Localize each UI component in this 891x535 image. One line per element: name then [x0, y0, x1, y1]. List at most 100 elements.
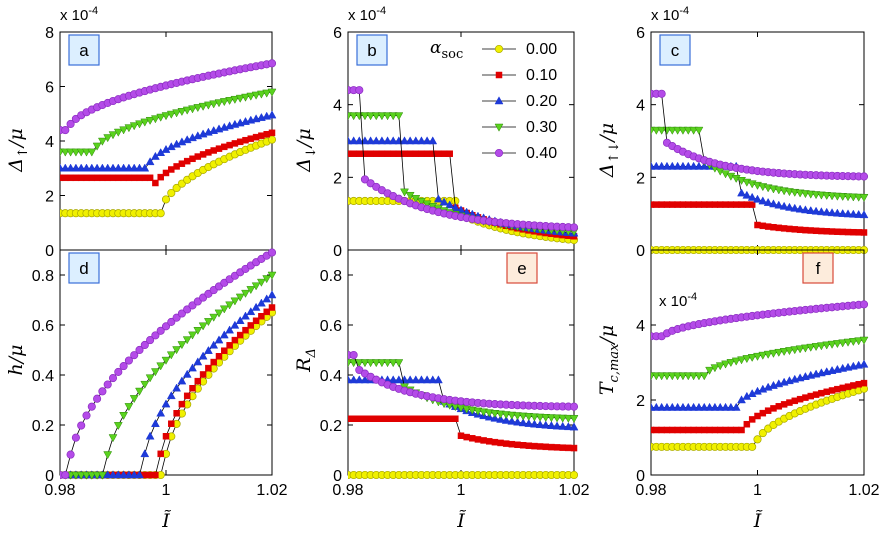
data-point: [262, 89, 272, 98]
data-point: [151, 331, 160, 340]
data-point: [267, 290, 277, 299]
data-point: [161, 399, 171, 408]
data-point: [726, 359, 736, 368]
data-point: [119, 412, 129, 420]
y-tick-label: 4: [636, 318, 645, 335]
data-point: [673, 372, 683, 381]
data-point: [124, 124, 134, 133]
data-point: [354, 136, 364, 145]
data-point: [418, 150, 425, 157]
data-point: [662, 402, 672, 411]
data-point: [662, 161, 672, 170]
data-point: [377, 136, 387, 145]
data-point: [832, 208, 842, 217]
y-tick-label: 0.6: [320, 318, 342, 335]
data-point: [225, 301, 235, 310]
data-point: [694, 126, 704, 135]
data-point: [189, 384, 196, 392]
data-point: [225, 325, 235, 334]
panel-c: 0 2 4 6 x 10-4 c Δ↑↓/μ: [596, 5, 869, 260]
data-point: [145, 157, 155, 166]
data-point: [87, 148, 97, 157]
data-point: [422, 136, 432, 145]
data-point: [662, 372, 672, 381]
data-point: [124, 403, 134, 412]
data-point: [378, 415, 386, 422]
data-point: [349, 136, 359, 145]
y-tick-label: 2: [45, 189, 54, 206]
data-point: [172, 109, 182, 118]
data-point: [715, 402, 725, 411]
data-point: [705, 402, 714, 411]
data-point: [150, 418, 160, 427]
data-point: [569, 415, 579, 424]
data-point: [140, 118, 150, 127]
data-point: [394, 359, 404, 368]
data-point: [502, 440, 510, 447]
data-point: [140, 340, 149, 350]
data-point: [167, 317, 176, 326]
data-point: [524, 413, 534, 422]
data-point: [446, 150, 453, 157]
data-point: [848, 209, 858, 218]
y-axis-label: Δ↑↓/μ: [596, 123, 622, 178]
series-group: [60, 248, 277, 480]
data-point: [417, 136, 426, 145]
data-point: [389, 150, 397, 157]
data-point: [743, 420, 751, 428]
data-point: [103, 470, 113, 479]
data-point: [366, 359, 376, 368]
data-point: [737, 356, 746, 365]
data-point: [838, 339, 848, 348]
data-point: [384, 415, 391, 422]
legend-entry: 0.40: [482, 145, 557, 162]
data-point: [251, 91, 261, 100]
data-point: [378, 150, 386, 157]
data-point: [508, 440, 516, 448]
data-point: [552, 414, 562, 423]
data-point: [348, 112, 353, 121]
data-point: [657, 372, 667, 381]
data-point: [748, 201, 756, 208]
series-group: [60, 59, 277, 218]
data-point: [860, 379, 868, 387]
data-point: [480, 437, 487, 444]
data-point: [570, 444, 578, 452]
data-point: [150, 115, 160, 124]
x-axis-label: Ĩ: [753, 510, 763, 532]
data-point: [763, 350, 773, 359]
data-point: [394, 375, 404, 384]
data-point: [469, 435, 476, 442]
data-point: [496, 414, 505, 423]
data-point: [384, 150, 391, 157]
x-tick-label: 1: [457, 482, 466, 499]
data-point: [450, 202, 460, 211]
y-tick-label: 2: [636, 170, 645, 187]
data-point: [247, 322, 255, 329]
data-point: [524, 418, 534, 427]
data-point: [569, 470, 579, 480]
data-point: [267, 88, 277, 97]
data-point: [251, 282, 261, 291]
axis-multiplier: x 10-4: [651, 5, 689, 24]
data-point: [77, 421, 86, 430]
data-point: [405, 375, 415, 384]
data-point: [348, 136, 353, 145]
data-point: [433, 194, 443, 203]
data-point: [371, 359, 381, 368]
data-point: [731, 357, 741, 366]
y-axis-label: Tc,max/μ: [596, 325, 622, 395]
data-point: [373, 150, 380, 157]
data-point: [657, 126, 667, 135]
data-point: [268, 304, 276, 311]
data-point: [558, 421, 568, 430]
data-point: [859, 336, 869, 345]
data-point: [152, 179, 159, 187]
data-point: [129, 395, 139, 404]
data-point: [388, 136, 398, 145]
axis-multiplier: x 10-4: [60, 5, 98, 24]
data-point: [119, 163, 129, 172]
data-point: [371, 112, 381, 121]
data-point: [657, 161, 667, 170]
data-point: [103, 380, 112, 389]
